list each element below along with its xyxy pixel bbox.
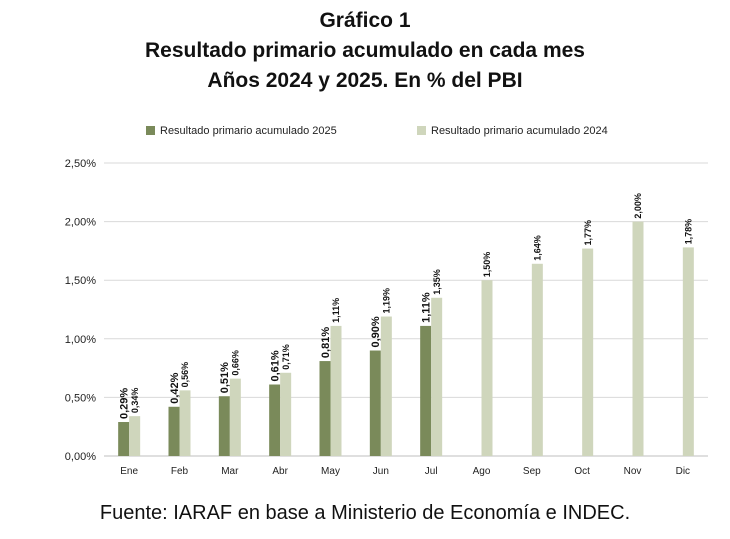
- data-label-2024: 1,11%: [331, 298, 341, 323]
- bar-2024: [179, 390, 191, 456]
- bar-2024: [531, 263, 543, 456]
- bar-2025: [420, 325, 432, 456]
- data-label-2025: 1,11%: [421, 292, 433, 323]
- chart-title: Gráfico 1 Resultado primario acumulado e…: [0, 6, 730, 96]
- bar-2025: [168, 406, 180, 456]
- data-label-2024: 1,77%: [583, 220, 593, 246]
- title-line-3: Años 2024 y 2025. En % del PBI: [207, 69, 523, 92]
- data-label-2025: 0,29%: [119, 388, 131, 419]
- data-label-2025: 0,51%: [219, 362, 231, 393]
- bar-2024: [682, 247, 694, 456]
- bar-2024: [632, 221, 644, 456]
- data-label-2024: 1,78%: [683, 219, 693, 245]
- x-tick-label: Jun: [373, 466, 389, 477]
- data-label-2024: 1,50%: [482, 252, 492, 278]
- data-label-2024: 0,34%: [130, 388, 140, 414]
- legend-label: Resultado primario acumulado 2024: [431, 125, 608, 137]
- bar-2024: [380, 316, 392, 456]
- legend-label: Resultado primario acumulado 2025: [160, 125, 337, 137]
- bar-2024: [280, 372, 292, 456]
- x-tick-label: Oct: [574, 466, 590, 477]
- x-tick-label: Nov: [624, 466, 642, 477]
- data-label-2024: 2,00%: [633, 193, 643, 219]
- bar-2024: [431, 297, 443, 456]
- data-label-2024: 1,64%: [532, 235, 542, 261]
- bar-2025: [118, 422, 130, 456]
- bar-2024: [330, 325, 342, 456]
- data-label-2024: 1,19%: [381, 288, 391, 314]
- y-tick-label: 0,00%: [65, 451, 96, 463]
- bar-2024: [229, 378, 241, 456]
- bar-2025: [218, 396, 230, 456]
- y-tick-label: 1,50%: [65, 275, 96, 287]
- legend-swatch: [146, 126, 155, 135]
- data-label-2025: 0,61%: [270, 350, 282, 381]
- bar-2024: [582, 248, 594, 456]
- data-label-2025: 0,42%: [169, 372, 181, 403]
- x-tick-label: Feb: [171, 466, 189, 477]
- y-tick-label: 2,50%: [65, 158, 96, 170]
- title-line-2: Resultado primario acumulado en cada mes: [145, 39, 585, 62]
- legend-swatch: [417, 126, 426, 135]
- source-note: Fuente: IARAF en base a Ministerio de Ec…: [99, 502, 631, 524]
- x-tick-label: Dic: [676, 466, 690, 477]
- title-line-1: Gráfico 1: [319, 9, 411, 32]
- bar-2024: [129, 416, 141, 456]
- x-tick-label: Ago: [473, 466, 491, 477]
- y-tick-label: 2,00%: [65, 217, 96, 229]
- x-tick-label: Ene: [120, 466, 138, 477]
- data-label-2024: 0,71%: [281, 344, 291, 370]
- x-tick-label: Mar: [221, 466, 239, 477]
- data-label-2025: 0,90%: [370, 316, 382, 347]
- data-label-2024: 0,56%: [180, 362, 190, 388]
- bar-2025: [269, 384, 281, 456]
- bar-2025: [369, 350, 381, 456]
- data-label-2025: 0,81%: [320, 327, 332, 358]
- bar-2024: [481, 280, 493, 456]
- y-tick-label: 1,00%: [65, 334, 96, 346]
- bar-2025: [319, 361, 331, 456]
- x-tick-label: Jul: [425, 466, 438, 477]
- data-label-2024: 0,66%: [230, 350, 240, 376]
- data-label-2024: 1,35%: [432, 269, 442, 295]
- x-tick-label: Sep: [523, 466, 541, 477]
- x-tick-label: Abr: [272, 466, 288, 477]
- x-tick-label: May: [321, 466, 340, 477]
- y-tick-label: 0,50%: [65, 392, 96, 404]
- bar-chart: 0,00% 0,50% 1,00% 1,50% 2,00% 2,50% Resultado …: [65, 125, 708, 477]
